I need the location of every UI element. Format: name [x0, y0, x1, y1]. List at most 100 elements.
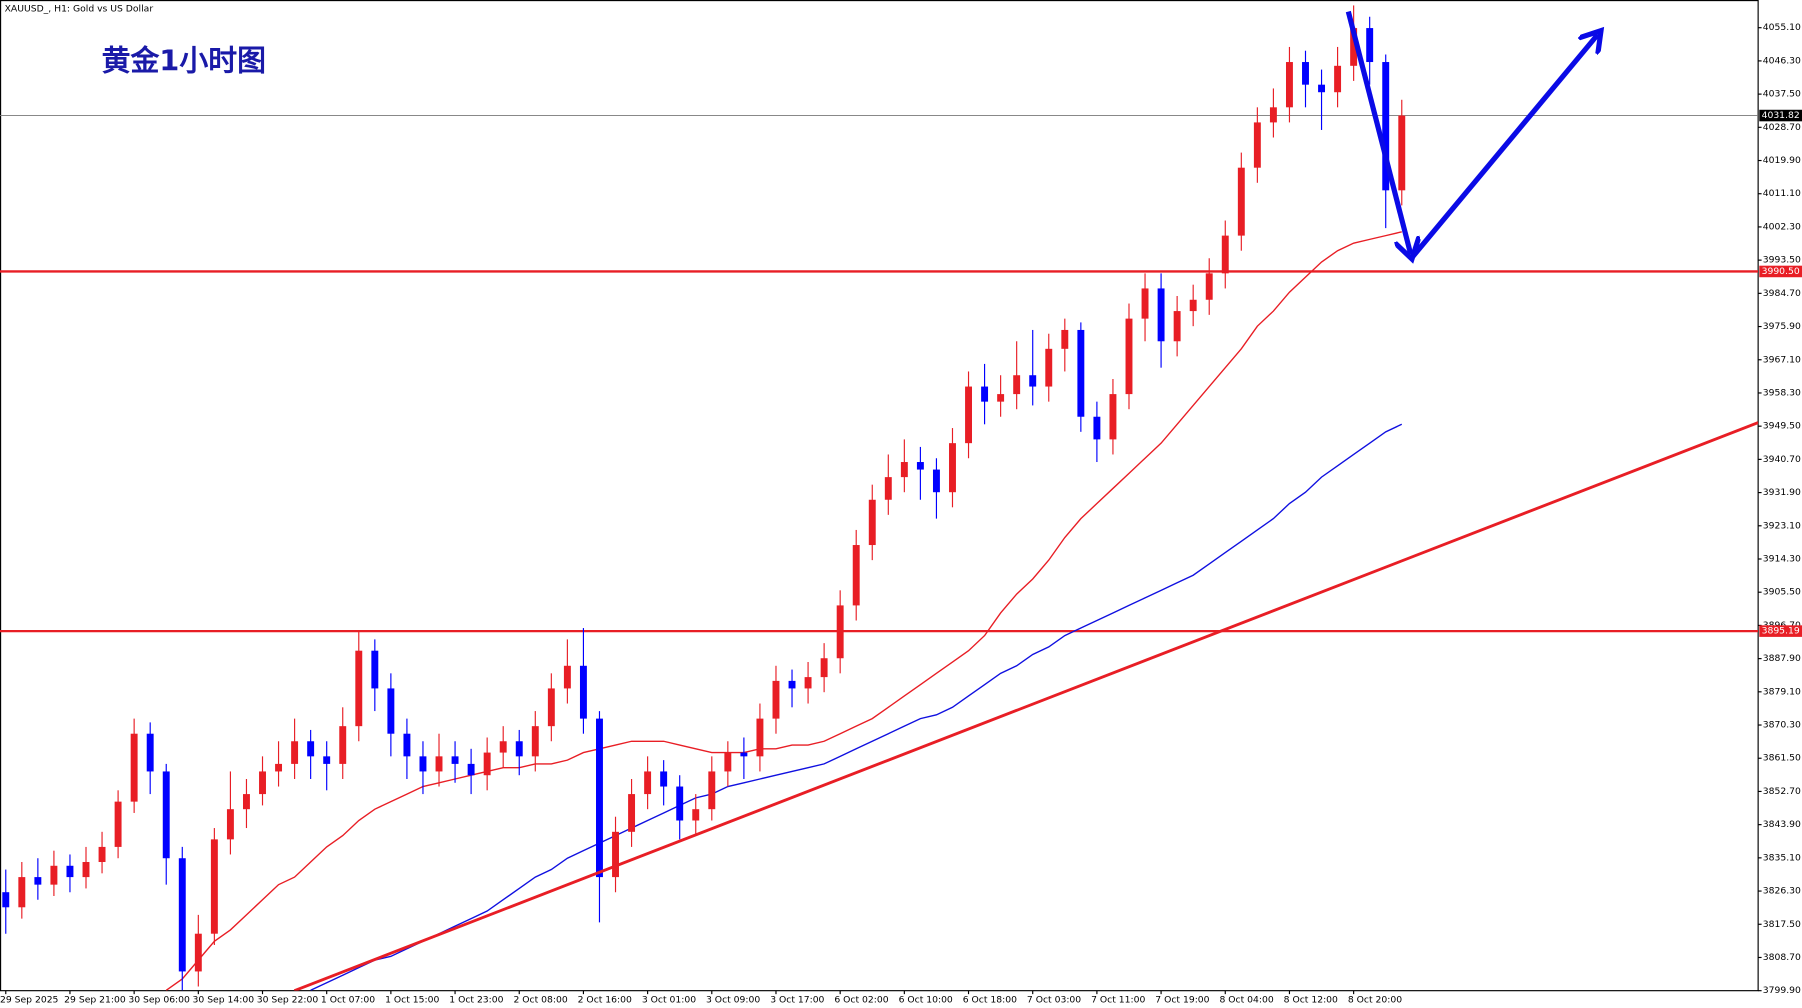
x-tick-label: 29 Sep 21:00 [64, 994, 126, 1005]
plot-area [0, 5, 1759, 991]
y-tick-label: 3826.30 [1763, 886, 1801, 897]
candle-body [1045, 348, 1053, 387]
y-tick-label: 3949.50 [1763, 421, 1801, 432]
candle-body [1318, 84, 1326, 93]
y-tick-label: 4028.70 [1763, 122, 1801, 133]
y-tick-label: 3852.70 [1763, 786, 1801, 797]
axes: 4055.10 4046.30 4037.50 4028.70 4019.90 4011.… [0, 22, 1802, 1005]
x-tick-label: 29 Sep 2025 [0, 994, 59, 1005]
candle-body [34, 877, 42, 885]
up-arrow [1410, 35, 1598, 258]
candle-body [1061, 329, 1069, 349]
candle-body [1013, 375, 1021, 395]
candle-body [419, 756, 427, 772]
candle-body [628, 794, 636, 832]
candle-body [868, 499, 876, 546]
candle-body [1398, 115, 1406, 191]
candle-body [242, 794, 250, 810]
x-tick-label: 30 Sep 14:00 [193, 994, 255, 1005]
y-tick-label: 3887.90 [1763, 653, 1801, 664]
candle-body [547, 688, 555, 727]
candle-body [162, 771, 170, 859]
x-tick-label: 6 Oct 18:00 [963, 994, 1017, 1005]
current-price-label: 4031.82 [1762, 110, 1800, 121]
y-tick-label: 4019.90 [1763, 155, 1801, 166]
candle-body [660, 771, 668, 787]
candle-body [371, 650, 379, 689]
candle-body [515, 741, 523, 757]
x-tick-label: 8 Oct 20:00 [1348, 994, 1402, 1005]
moving-average [165, 231, 1402, 991]
candle-body [1141, 288, 1149, 319]
candle-body [884, 477, 892, 500]
y-tick-label: 4055.10 [1763, 22, 1801, 33]
candle-body [1205, 273, 1213, 300]
candle-body [339, 726, 347, 764]
x-tick-label: 3 Oct 01:00 [642, 994, 696, 1005]
y-tick-label: 3975.90 [1763, 321, 1801, 332]
candle-body [612, 831, 619, 878]
candle-body [1334, 65, 1342, 93]
y-tick-label: 3879.10 [1763, 686, 1801, 697]
candle-body [1093, 416, 1101, 440]
y-tick-label: 3993.50 [1763, 255, 1801, 266]
candle-body [788, 680, 796, 689]
candle-body [467, 763, 475, 776]
candle-body [1253, 122, 1261, 168]
chart-title: 黄金1小时图 [102, 43, 266, 77]
candle-body [387, 688, 395, 734]
candle-body [916, 462, 924, 470]
x-tick-label: 7 Oct 11:00 [1091, 994, 1145, 1005]
candle-body [997, 394, 1005, 402]
candle-body [756, 718, 764, 757]
x-tick-label: 7 Oct 03:00 [1027, 994, 1081, 1005]
candle-body [1077, 329, 1085, 417]
candle-body [836, 605, 844, 659]
symbol-label: XAUUSD_, H1: Gold vs US Dollar [5, 4, 154, 15]
candle-body [194, 933, 202, 972]
candle-body [1350, 28, 1358, 66]
x-tick-label: 1 Oct 07:00 [321, 994, 375, 1005]
x-tick-label: 1 Oct 23:00 [449, 994, 503, 1005]
x-tick-label: 8 Oct 12:00 [1284, 994, 1338, 1005]
x-tick-label: 30 Sep 22:00 [257, 994, 319, 1005]
candle-body [226, 809, 234, 840]
candle-body [323, 756, 331, 764]
candle-body [852, 545, 860, 606]
candle-body [66, 865, 74, 878]
x-tick-label: 3 Oct 17:00 [770, 994, 824, 1005]
candle-body [499, 741, 507, 753]
candle-body [1285, 62, 1293, 108]
candle-body [900, 462, 908, 478]
y-tick-label: 3984.70 [1763, 288, 1801, 299]
candle-body [1109, 394, 1117, 440]
candle-body [692, 809, 700, 821]
y-tick-label: 4002.30 [1763, 221, 1801, 232]
y-tick-label: 3808.70 [1763, 952, 1801, 963]
trend-line [293, 421, 1759, 991]
y-tick-label: 3905.50 [1763, 587, 1801, 598]
candle-body [403, 733, 411, 757]
y-tick-label: 3923.10 [1763, 520, 1801, 531]
candle-body [563, 665, 571, 689]
candle-body [579, 665, 587, 719]
candle-body [355, 650, 363, 727]
y-tick-label: 3958.30 [1763, 387, 1801, 398]
x-tick-label: 8 Oct 04:00 [1219, 994, 1273, 1005]
candle-body [210, 839, 218, 934]
x-tick-label: 6 Oct 10:00 [899, 994, 953, 1005]
candle-body [1237, 167, 1245, 236]
candle-body [483, 752, 491, 776]
y-tick-label: 3870.30 [1763, 720, 1801, 731]
candle-body [18, 877, 26, 908]
candle-body [1189, 299, 1197, 312]
candle-body [451, 756, 459, 764]
x-tick-label: 6 Oct 02:00 [834, 994, 888, 1005]
level-price-label: 3895.19 [1762, 626, 1800, 637]
candle-body [772, 680, 780, 719]
candle-body [740, 752, 748, 757]
candle-body [307, 741, 315, 757]
x-tick-label: 2 Oct 08:00 [513, 994, 567, 1005]
